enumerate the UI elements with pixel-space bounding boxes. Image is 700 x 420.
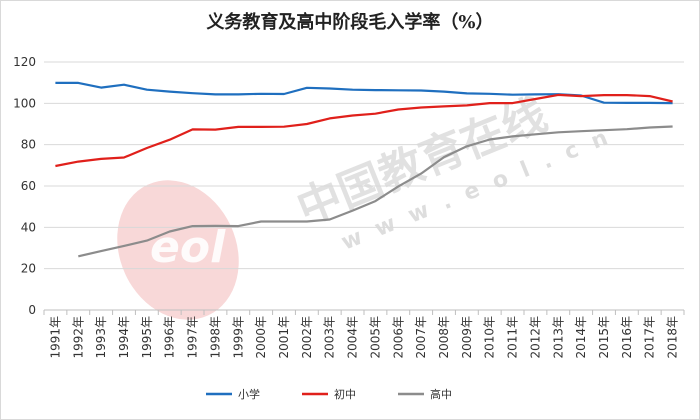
x-tick-label: 1991年 [48,316,62,359]
x-tick-label: 2000年 [254,316,268,359]
x-tick-label: 2004年 [346,316,360,359]
y-tick-label: 80 [21,138,36,152]
x-axis: 1991年 1992年 1993年 1994年 1995年 1996年 1997年 1998年… [43,309,685,359]
y-tick-label: 120 [13,55,36,69]
y-axis: 0 20 40 60 80 100 120 [13,55,36,317]
chart-title: 义务教育及高中阶段毛入学率（%） [206,12,494,33]
gridlines [44,61,684,270]
y-tick-label: 0 [28,303,36,317]
x-tick-label: 1998年 [208,316,222,359]
x-tick-label: 1993年 [94,316,108,359]
series-line-0 [55,81,673,105]
legend: 小学 初中 高中 [206,387,452,401]
x-tick-label: 2008年 [437,316,451,359]
x-tick-label: 2016年 [620,316,634,359]
x-tick-label: 1992年 [71,316,85,359]
x-tick-label: 1995年 [140,316,154,359]
x-tick-label: 2003年 [323,316,337,359]
watermark-logo-text: eol [150,222,226,273]
x-tick-label: 2013年 [551,316,565,359]
series-line-2 [78,125,673,258]
watermark: eol 中国教育在线 w w w . e o l . c n [117,89,615,320]
y-tick-label: 20 [21,262,36,276]
series-line-1 [55,93,673,168]
x-tick-label: 1994年 [117,316,131,359]
x-tick-label: 2006年 [391,316,405,359]
x-tick-label: 2007年 [414,316,428,359]
y-tick-label: 40 [21,220,36,234]
x-tick-label: 2010年 [483,316,497,359]
y-tick-label: 60 [21,179,36,193]
x-tick-label: 1997年 [186,316,200,359]
x-tick-label: 2017年 [643,316,657,359]
x-tick-label: 2014年 [574,316,588,359]
legend-label: 高中 [430,387,452,401]
x-tick-label: 1999年 [231,316,245,359]
x-tick-label: 2011年 [506,316,520,359]
x-tick-label: 1996年 [163,316,177,359]
x-tick-label: 2015年 [597,316,611,359]
legend-label: 小学 [238,387,260,401]
x-tick-label: 2001年 [277,316,291,359]
series-lines [55,81,673,258]
x-tick-label: 2018年 [666,316,680,359]
x-tick-label: 2005年 [368,316,382,359]
x-tick-label: 2012年 [528,316,542,359]
x-tick-label: 2009年 [460,316,474,359]
x-tick-label: 2002年 [300,316,314,359]
watermark-logo-swoosh [117,180,239,320]
legend-label: 初中 [334,387,356,401]
y-tick-label: 100 [13,96,36,110]
